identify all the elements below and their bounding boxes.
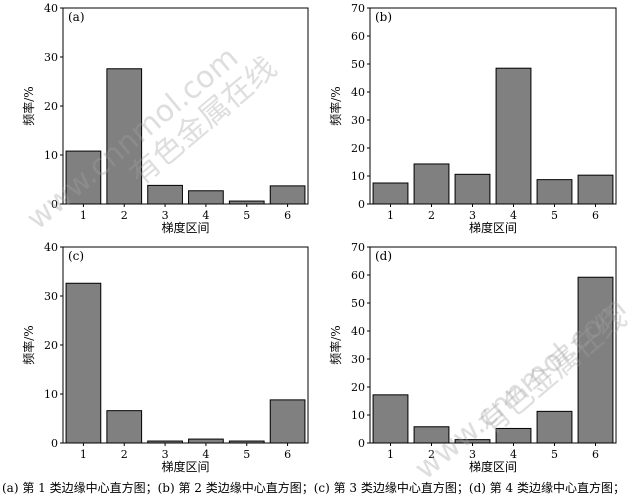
chart-2-y-tick-label: 20 xyxy=(351,142,365,155)
chart-1-bar xyxy=(188,190,224,205)
chart-2-bar xyxy=(536,179,573,205)
chart-3-x-tick-label: 4 xyxy=(202,448,209,461)
chart-1-x-tick-label: 2 xyxy=(121,209,128,222)
chart-2-y-tick-label: 70 xyxy=(351,2,365,15)
chart-2-x-tick-label: 1 xyxy=(387,209,394,222)
chart-2-x-axis-label: 梯度区间 xyxy=(469,220,517,235)
chart-3-y-tick-label: 10 xyxy=(44,388,58,401)
chart-4-y-tick-label: 60 xyxy=(351,269,365,282)
chart-4-y-tick-label: 20 xyxy=(351,381,365,394)
chart-1-y-tick-label: 10 xyxy=(44,149,58,162)
chart-1-panel-label: (a) xyxy=(68,10,85,24)
chart-2-bar xyxy=(372,182,409,205)
chart-4-frame xyxy=(369,246,617,444)
chart-4-y-tick-label: 30 xyxy=(351,353,365,366)
chart-3-y-tick-label: 30 xyxy=(44,290,58,303)
chart-3-bar xyxy=(106,410,143,444)
chart-2-bar xyxy=(577,174,614,205)
chart-4-y-tick-label: 50 xyxy=(351,297,365,310)
chart-4-bar xyxy=(372,394,409,444)
chart-1-y-tick-label: 30 xyxy=(44,51,58,64)
chart-2-y-tick-label: 50 xyxy=(351,58,365,71)
chart-1-x-tick-label: 6 xyxy=(284,209,291,222)
chart-4-x-tick-label: 2 xyxy=(428,448,435,461)
chart-1-x-tick-label: 1 xyxy=(80,209,87,222)
chart-4-bar xyxy=(454,439,491,444)
chart-4-x-tick-label: 4 xyxy=(510,448,517,461)
chart-4-bar xyxy=(577,276,614,444)
chart-2-x-tick-label: 3 xyxy=(469,209,476,222)
chart-3-bar xyxy=(188,438,224,444)
chart-4-bar xyxy=(495,427,532,444)
chart-2-panel-label: (b) xyxy=(375,10,392,24)
chart-1-bar xyxy=(65,150,102,205)
chart-2-y-tick-label: 30 xyxy=(351,114,365,127)
chart-2-x-tick-label: 5 xyxy=(551,209,558,222)
chart-3-x-tick-label: 3 xyxy=(162,448,169,461)
chart-3-bar xyxy=(147,440,183,444)
chart-3-x-tick-label: 1 xyxy=(80,448,87,461)
chart-4-x-tick-label: 3 xyxy=(469,448,476,461)
chart-1-y-tick-label: 20 xyxy=(44,100,58,113)
chart-4-bar xyxy=(413,426,450,444)
chart-3-y-tick-label: 20 xyxy=(44,339,58,352)
chart-1-x-tick-label: 5 xyxy=(243,209,250,222)
chart-3-bar xyxy=(228,440,265,444)
chart-1-bar xyxy=(228,200,265,205)
chart-4-bar xyxy=(536,410,573,444)
chart-1-bar xyxy=(106,68,143,205)
chart-4-y-tick-label: 0 xyxy=(358,437,365,450)
chart-4-y-tick-label: 10 xyxy=(351,409,365,422)
chart-2-y-tick-label: 40 xyxy=(351,86,365,99)
chart-3-x-tick-label: 6 xyxy=(284,448,291,461)
chart-3-x-tick-label: 2 xyxy=(121,448,128,461)
chart-2-x-tick-label: 2 xyxy=(428,209,435,222)
chart-2-y-tick-label: 60 xyxy=(351,30,365,43)
chart-1-bar xyxy=(269,185,306,205)
chart-3-y-axis-label: 频率/% xyxy=(21,325,36,364)
chart-1-y-tick-label: 0 xyxy=(51,198,58,211)
chart-2-y-axis-label: 频率/% xyxy=(328,86,343,125)
chart-3-y-tick-label: 40 xyxy=(44,241,58,254)
chart-1-y-tick-label: 40 xyxy=(44,2,58,15)
chart-1-bar xyxy=(147,184,183,205)
chart-3-panel-label: (c) xyxy=(68,249,84,263)
chart-3-bar xyxy=(269,399,306,444)
chart-4-panel-label: (d) xyxy=(375,249,392,263)
chart-1-y-axis-label: 频率/% xyxy=(21,86,36,125)
chart-4-y-tick-label: 70 xyxy=(351,241,365,254)
chart-1-x-axis-label: 梯度区间 xyxy=(161,220,209,235)
chart-2-x-tick-label: 4 xyxy=(510,209,517,222)
chart-4-x-tick-label: 1 xyxy=(387,448,394,461)
figure-caption: (a) 第 1 类边缘中心直方图；(b) 第 2 类边缘中心直方图；(c) 第 … xyxy=(2,481,626,495)
chart-3-x-tick-label: 5 xyxy=(243,448,250,461)
chart-4-x-tick-label: 5 xyxy=(551,448,558,461)
chart-3-x-axis-label: 梯度区间 xyxy=(161,459,209,474)
chart-2-bar xyxy=(454,173,491,205)
chart-3-y-tick-label: 0 xyxy=(51,437,58,450)
chart-2-bar xyxy=(413,163,450,205)
chart-4-x-axis-label: 梯度区间 xyxy=(469,459,517,474)
chart-1-x-tick-label: 3 xyxy=(162,209,169,222)
chart-1-x-tick-label: 4 xyxy=(202,209,209,222)
chart-2-y-tick-label: 10 xyxy=(351,170,365,183)
chart-2-bar xyxy=(495,67,532,205)
chart-3-bar xyxy=(65,282,102,444)
chart-2-y-tick-label: 0 xyxy=(358,198,365,211)
chart-4-x-tick-label: 6 xyxy=(592,448,599,461)
chart-2-x-tick-label: 6 xyxy=(592,209,599,222)
chart-2-frame xyxy=(369,7,617,205)
chart-4-y-tick-label: 40 xyxy=(351,325,365,338)
chart-4-y-axis-label: 频率/% xyxy=(328,325,343,364)
